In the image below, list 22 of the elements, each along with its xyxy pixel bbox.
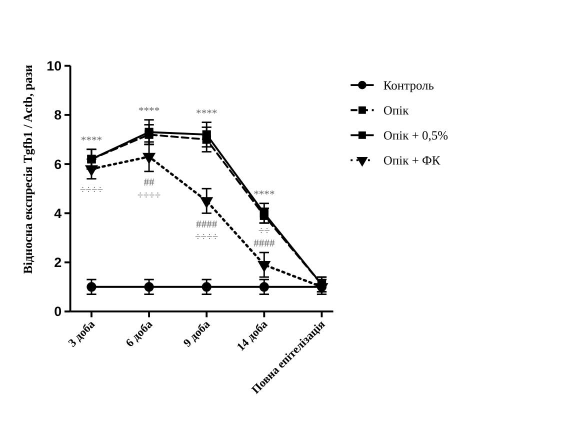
y-tick-label: 0 — [54, 304, 62, 320]
annotation: **** — [80, 135, 102, 146]
annotation: **** — [254, 189, 275, 200]
legend-label: Опік + 0,5% — [383, 128, 448, 143]
annotation: ÷÷÷÷ — [137, 190, 161, 202]
annotation: #### — [254, 238, 276, 250]
legend-label: Опік — [383, 104, 410, 118]
annotation: ÷÷ — [258, 226, 270, 238]
annotation: #### — [196, 220, 218, 231]
legend-label: Опік + ФК — [383, 154, 441, 168]
annotation: ## — [144, 178, 156, 189]
y-tick-label: 6 — [54, 156, 62, 172]
annotation: ÷÷÷÷ — [194, 232, 218, 244]
annotation: **** — [138, 106, 160, 117]
y-tick-label: 10 — [46, 58, 62, 74]
y-axis-title: Відносна експресія Tgfb1 / Actb, рази — [20, 64, 35, 274]
legend-label: Контроль — [383, 78, 434, 92]
annotation: ÷÷÷÷ — [80, 185, 104, 196]
annotation: **** — [196, 108, 218, 120]
y-tick-label: 4 — [54, 206, 62, 221]
y-tick-label: 8 — [54, 108, 62, 123]
y-tick-label: 2 — [54, 255, 62, 270]
